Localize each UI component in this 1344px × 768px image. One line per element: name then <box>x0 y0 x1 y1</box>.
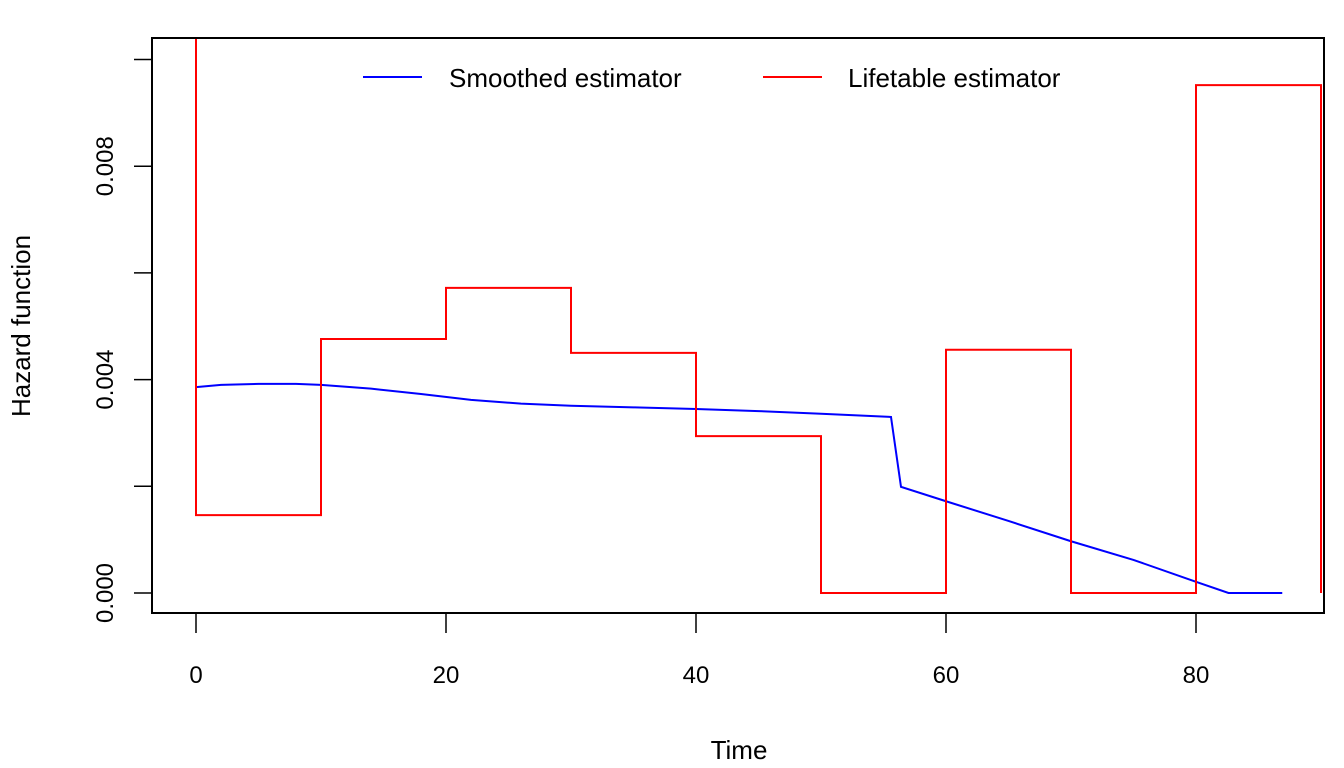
y-tick-label: 0.004 <box>92 350 119 410</box>
plot-area <box>195 38 1322 594</box>
y-axis-title: Hazard function <box>6 235 36 417</box>
x-axis: 0 20 40 60 80 <box>189 613 1209 689</box>
plot-frame <box>151 37 1325 614</box>
legend-label-lifetable: Lifetable estimator <box>848 63 1061 93</box>
series-line-smoothed <box>195 382 1283 594</box>
x-tick-label: 40 <box>683 662 710 689</box>
x-tick-label: 20 <box>433 662 460 689</box>
x-axis-title: Time <box>711 735 768 765</box>
x-tick-label: 60 <box>933 662 960 689</box>
legend: Smoothed estimator Lifetable estimator <box>363 63 1061 93</box>
legend-label-smoothed: Smoothed estimator <box>449 63 682 93</box>
series-line-lifetable <box>195 38 1322 594</box>
y-tick-label: 0.000 <box>92 563 119 623</box>
x-tick-label: 0 <box>189 662 202 689</box>
x-tick-label: 80 <box>1183 662 1210 689</box>
y-axis: 0.000 0.004 0.008 <box>92 58 152 623</box>
y-tick-label: 0.008 <box>92 136 119 196</box>
